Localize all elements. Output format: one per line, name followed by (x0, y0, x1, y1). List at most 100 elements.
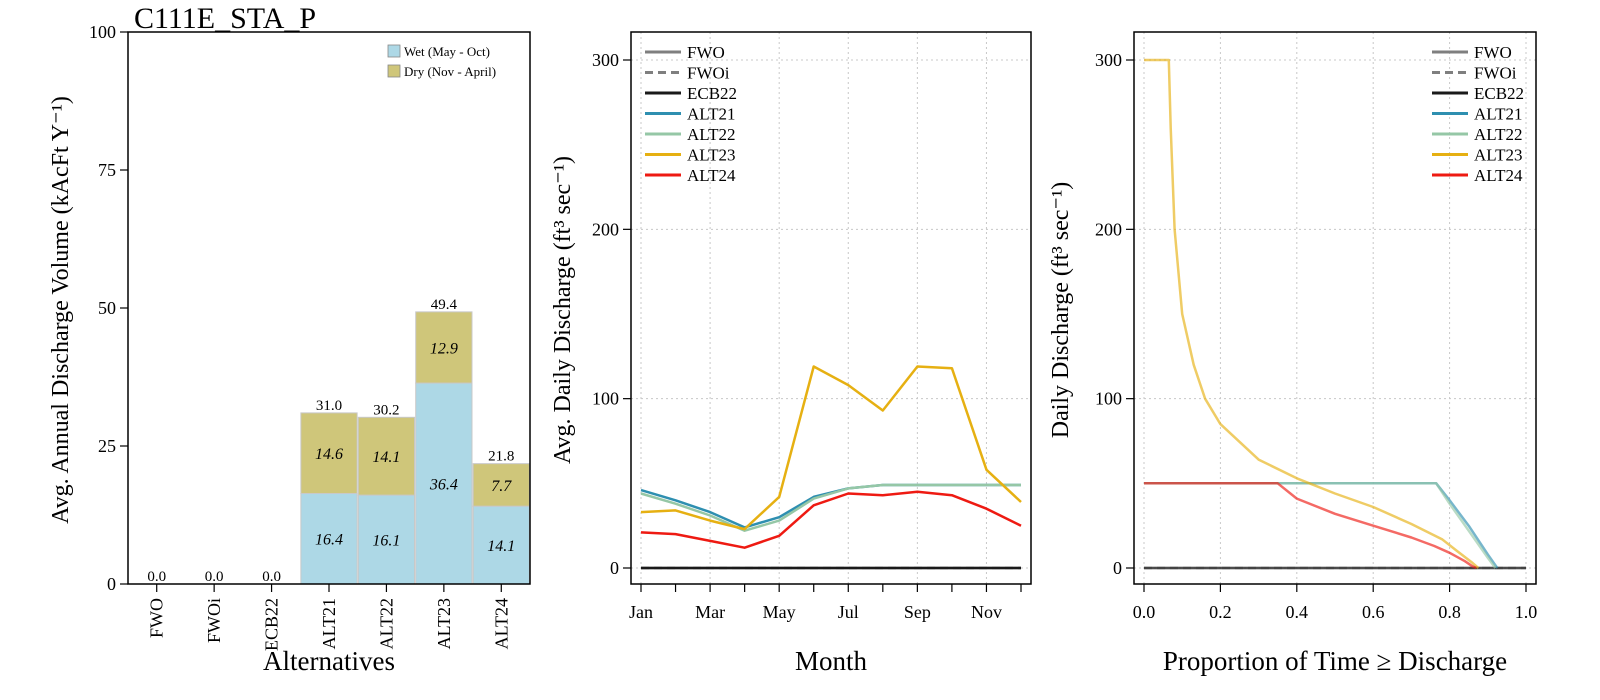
y-axis: 0 25 50 75 100 (89, 22, 128, 594)
legend-label: ALT24 (687, 166, 736, 185)
x-tick-label: FWO (147, 598, 167, 638)
x-tick-label: ALT21 (319, 598, 339, 649)
line-alt24 (640, 490, 1022, 549)
legend-label: ECB22 (1474, 84, 1524, 103)
y-axis-label: Daily Discharge (ft³ sec⁻¹) (1048, 182, 1074, 439)
bar-segment-label: 7.7 (491, 478, 512, 495)
bar-wet-ALT23 (415, 382, 473, 585)
line-group (640, 365, 1022, 570)
x-axis: FWO FWOi ECB22 ALT21 ALT22 ALT23 ALT24 (147, 584, 511, 651)
monthly-plot-frame (630, 31, 1032, 585)
x-tick-label: 1.0 (1515, 602, 1538, 622)
y-tick-label: 0 (1113, 558, 1122, 578)
line-group (1144, 58, 1526, 570)
legend-label: Dry (Nov - April) (404, 64, 496, 79)
legend-label: Wet (May - Oct) (404, 44, 490, 59)
bar-segment-label: 14.6 (315, 446, 343, 463)
y-tick-label: 75 (98, 160, 116, 180)
legend-label: ALT21 (687, 105, 736, 124)
x-axis-label: Month (795, 646, 868, 676)
x-tick-label: Jan (629, 602, 653, 622)
bar-segment-label: 14.1 (372, 449, 400, 466)
y-axis-label: Avg. Annual Discharge Volume (kAcFt Y⁻¹) (48, 96, 74, 524)
bar-segment-label: 16.4 (315, 532, 343, 549)
bar-total-label: 31.0 (316, 398, 342, 414)
bar-total-label: 0.0 (205, 569, 224, 585)
x-tick-label: Nov (971, 602, 1002, 622)
x-tick-label: 0.6 (1362, 602, 1385, 622)
y-axis: 0 100 200 300 (1095, 50, 1134, 578)
line-alt23 (640, 365, 1022, 531)
x-tick-label: ALT23 (434, 598, 454, 649)
bar-total-label: 30.2 (373, 402, 399, 418)
y-tick-label: 0 (610, 558, 619, 578)
line-alt24 (1144, 482, 1477, 570)
bar-segment-label: 36.4 (429, 477, 458, 494)
bar-group: 0.0 0.0 0.0 16.4 14.6 31.0 16.1 14.1 30.2 36.4 12.… (147, 297, 530, 585)
bar-wet-ALT21 (300, 492, 358, 585)
bar-dry-ALT24 (472, 463, 530, 507)
bar-panel: C111E_STA_P 0.0 0.0 0.0 16.4 14.6 31.0 16.1 14.… (48, 2, 531, 676)
x-axis-label: Alternatives (263, 646, 395, 676)
x-tick-label: FWOi (204, 598, 224, 643)
legend-label: ALT23 (1474, 146, 1523, 165)
y-tick-label: 100 (1095, 389, 1122, 409)
legend-label: FWO (687, 43, 725, 62)
x-tick-label: ALT24 (491, 598, 511, 649)
bar-total-label: 0.0 (262, 569, 281, 585)
legend-label: ALT23 (687, 146, 736, 165)
x-tick-label: 0.0 (1133, 602, 1156, 622)
x-tick-label: 0.4 (1286, 602, 1309, 622)
y-tick-label: 0 (107, 574, 116, 594)
legend-label: FWOi (687, 64, 730, 83)
legend-label: ALT22 (687, 125, 736, 144)
legend: Wet (May - Oct) Dry (Nov - April) (387, 44, 496, 79)
y-tick-label: 200 (1095, 219, 1122, 239)
x-tick-label: May (763, 602, 796, 622)
legend-label: ALT22 (1474, 125, 1523, 144)
legend-label: ECB22 (687, 84, 737, 103)
line-alt22 (1144, 482, 1497, 569)
bar-dry-ALT21 (300, 412, 358, 494)
y-axis: 0 100 200 300 (592, 50, 631, 578)
bar-segment-label: 12.9 (430, 340, 458, 357)
grid (1134, 32, 1536, 584)
bar-dry-ALT23 (415, 311, 473, 384)
exceedance-plot-frame (1133, 31, 1537, 585)
y-axis-label: Avg. Daily Discharge (ft³ sec⁻¹) (550, 156, 576, 464)
monthly-panel: 0 100 200 300 Jan Mar May Jul Sep Nov Avg. Daily… (550, 31, 1032, 676)
line-alt21 (640, 483, 1021, 529)
x-tick-label: Mar (695, 602, 725, 622)
legend-label: ALT24 (1474, 166, 1523, 185)
y-tick-label: 25 (98, 436, 116, 456)
exceedance-panel: 0 100 200 300 0.0 0.2 0.4 0.6 0.8 1.0 Daily Disc… (1048, 31, 1538, 676)
legend-swatch (387, 64, 401, 78)
y-tick-label: 100 (592, 389, 619, 409)
x-tick-label: Sep (904, 602, 931, 622)
y-tick-label: 300 (592, 50, 619, 70)
x-tick-label: 0.8 (1438, 602, 1461, 622)
bar-segment-label: 14.1 (487, 538, 515, 555)
chart-title: C111E_STA_P (134, 2, 316, 35)
bar-total-label: 21.8 (488, 449, 514, 465)
line-alt23 (1144, 58, 1480, 569)
bar-dry-ALT22 (357, 416, 416, 496)
legend-label: ALT21 (1474, 105, 1523, 124)
line-alt22 (640, 483, 1021, 532)
x-axis: Jan Mar May Jul Sep Nov (629, 584, 1022, 622)
bar-total-label: 0.0 (147, 569, 166, 585)
legend-label: FWO (1474, 43, 1512, 62)
x-tick-label: 0.2 (1209, 602, 1232, 622)
y-tick-label: 50 (98, 298, 116, 318)
legend-label: FWOi (1474, 64, 1517, 83)
bar-total-label: 49.4 (431, 297, 458, 313)
y-tick-label: 300 (1095, 50, 1122, 70)
y-tick-label: 100 (89, 22, 116, 42)
x-tick-label: Jul (838, 602, 859, 622)
x-axis-label: Proportion of Time ≥ Discharge (1163, 646, 1507, 676)
y-tick-label: 200 (592, 219, 619, 239)
x-axis: 0.0 0.2 0.4 0.6 0.8 1.0 (1133, 584, 1538, 622)
